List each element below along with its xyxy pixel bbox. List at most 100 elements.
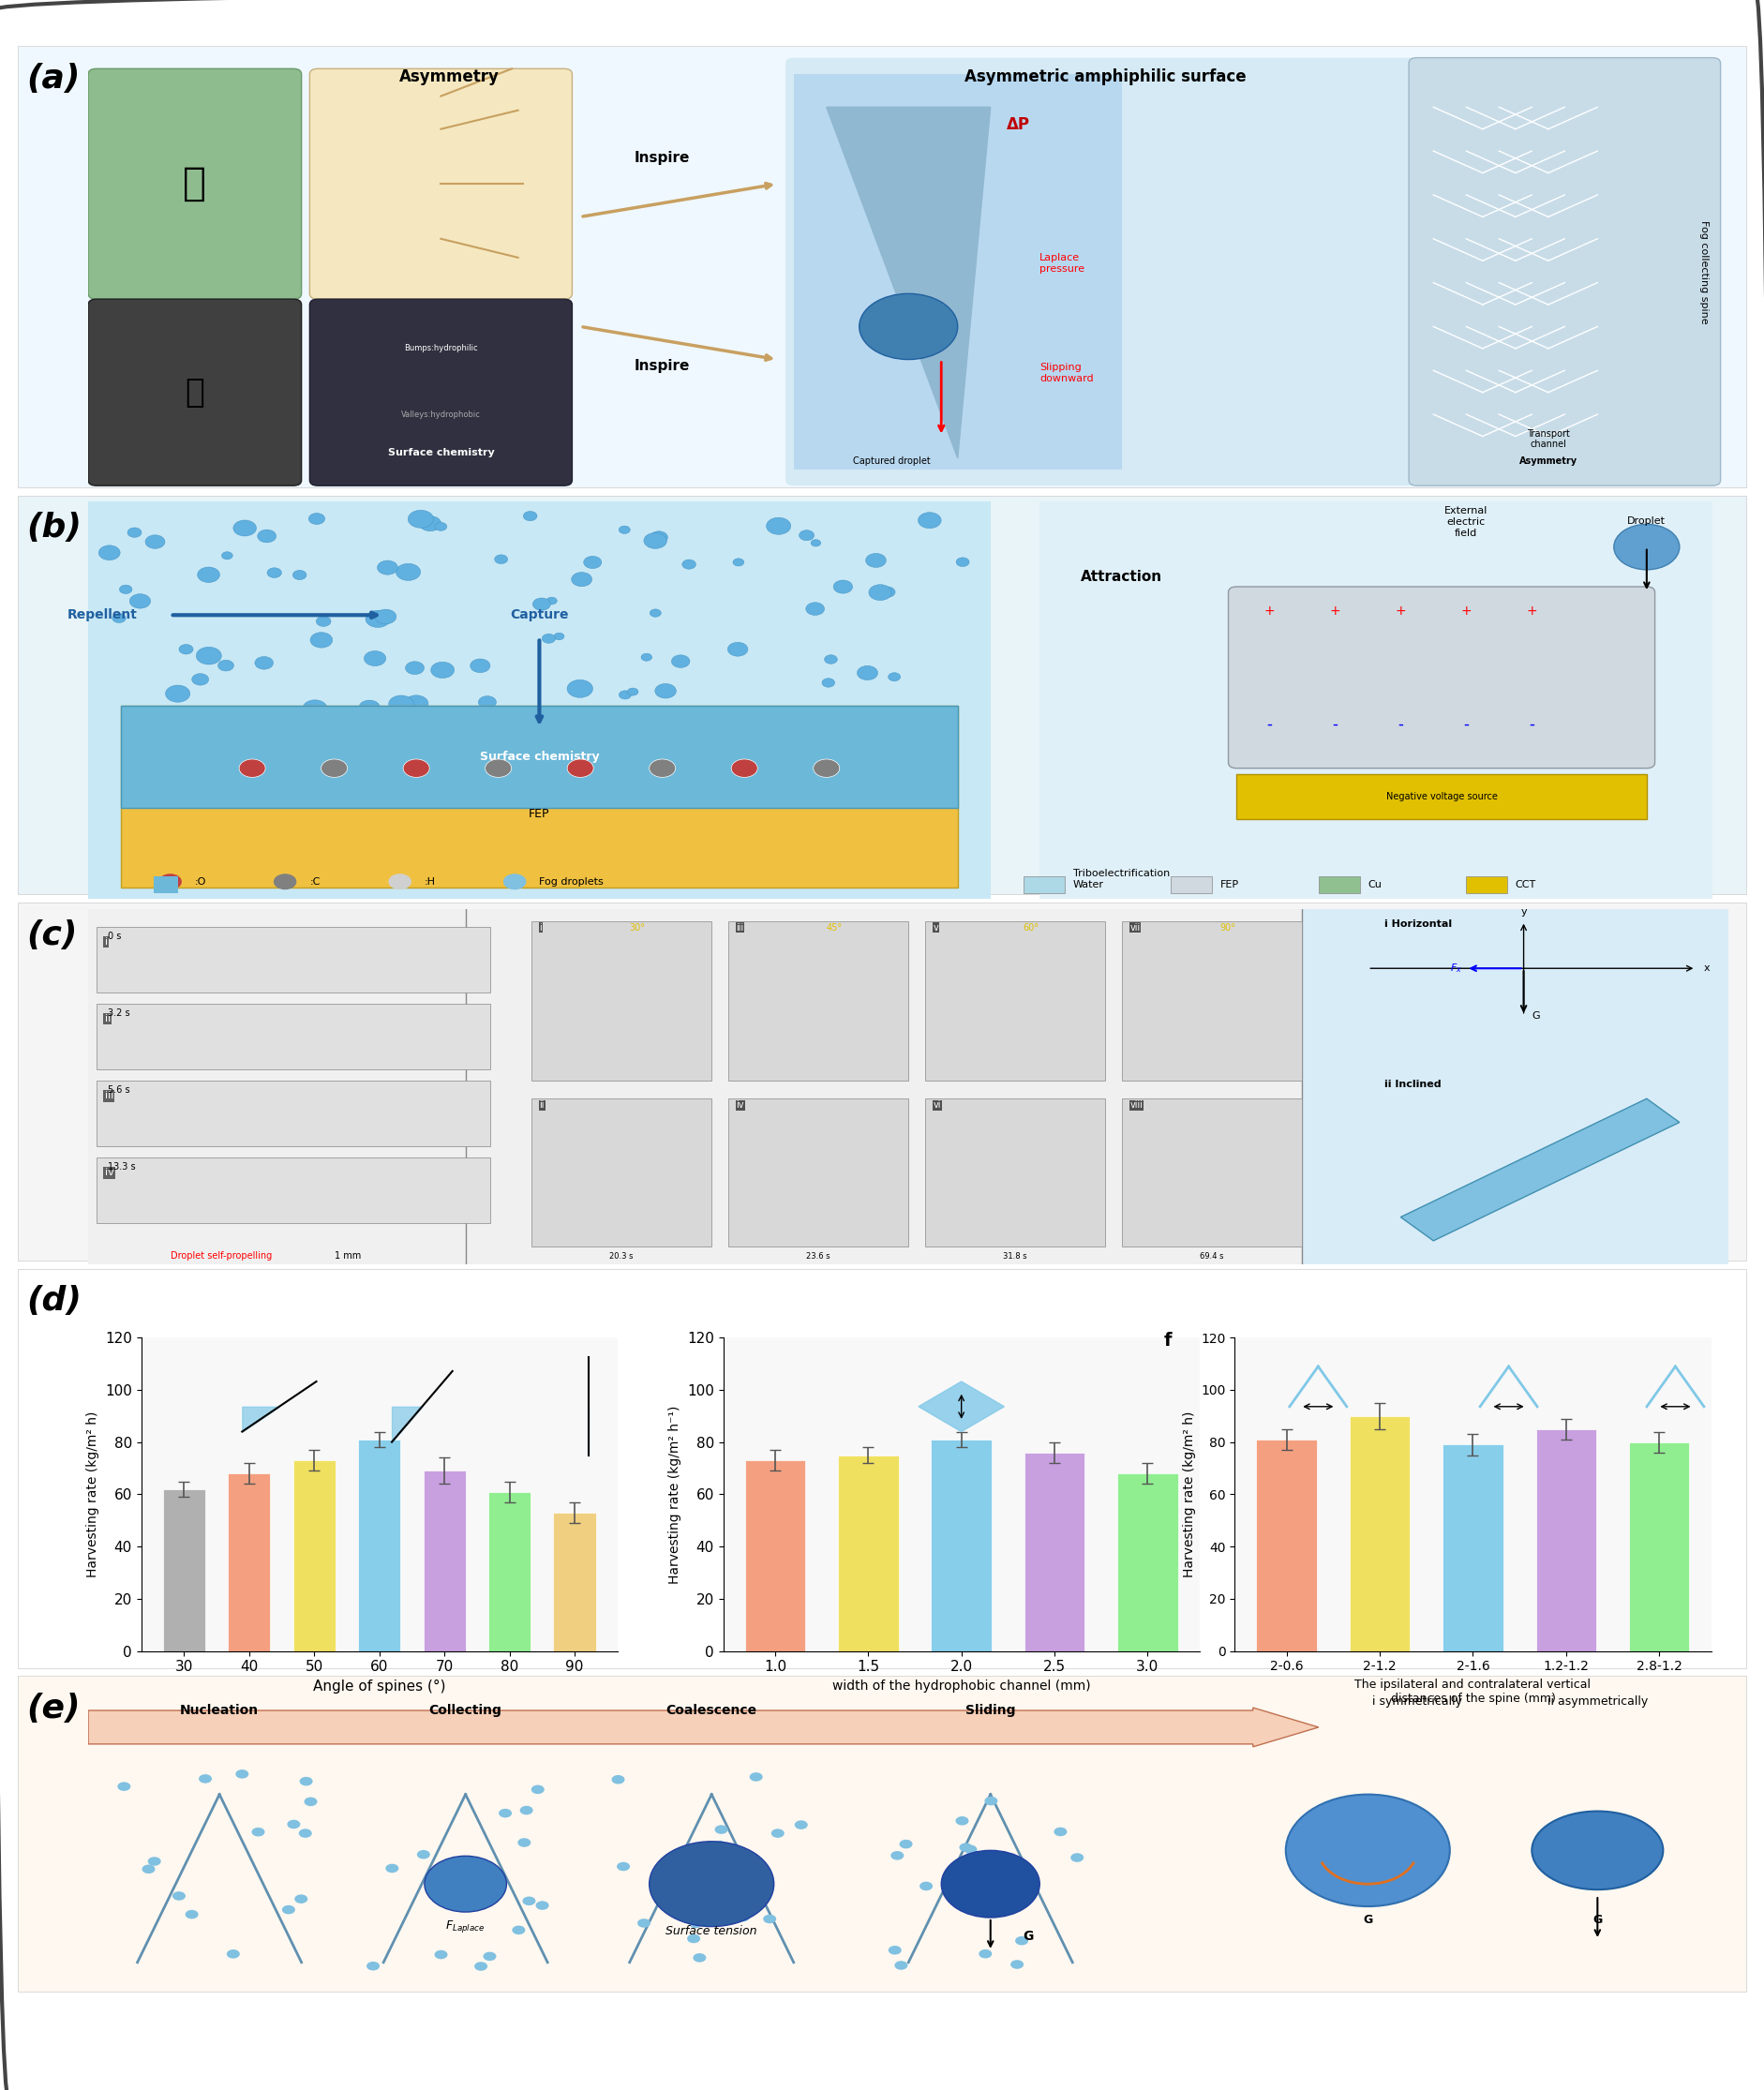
Text: Fog droplets: Fog droplets xyxy=(540,878,603,886)
Circle shape xyxy=(813,759,840,777)
Circle shape xyxy=(889,1946,901,1954)
FancyBboxPatch shape xyxy=(785,59,1540,485)
Circle shape xyxy=(766,518,790,535)
Text: Droplet self-propelling: Droplet self-propelling xyxy=(169,1252,272,1260)
Bar xyxy=(838,1455,898,1651)
Circle shape xyxy=(713,1841,727,1850)
Circle shape xyxy=(434,1950,448,1958)
Circle shape xyxy=(367,1963,379,1971)
Circle shape xyxy=(1011,1960,1023,1969)
Text: vii: vii xyxy=(1131,924,1141,932)
Circle shape xyxy=(404,696,429,713)
Text: $F_x$: $F_x$ xyxy=(1450,961,1462,974)
Bar xyxy=(1122,922,1302,1081)
Text: Inspire: Inspire xyxy=(635,150,690,165)
Circle shape xyxy=(303,700,326,717)
Text: Cu: Cu xyxy=(1367,880,1381,888)
Text: -: - xyxy=(1267,715,1272,732)
Circle shape xyxy=(542,633,556,644)
Circle shape xyxy=(236,1770,249,1779)
Circle shape xyxy=(288,1820,300,1829)
Text: Bumps:hydrophilic: Bumps:hydrophilic xyxy=(404,345,478,353)
Text: Surface chemistry: Surface chemistry xyxy=(388,447,494,458)
Text: Hydrophilic: Hydrophilic xyxy=(383,918,443,926)
Circle shape xyxy=(617,1862,630,1871)
Circle shape xyxy=(240,759,265,777)
Circle shape xyxy=(475,1963,487,1971)
Circle shape xyxy=(483,1952,496,1960)
Text: Coalescence: Coalescence xyxy=(667,1703,757,1718)
Circle shape xyxy=(376,610,397,625)
Circle shape xyxy=(690,1919,702,1929)
Bar xyxy=(729,1099,908,1246)
Text: 23.6 s: 23.6 s xyxy=(806,1252,831,1260)
Text: Asymmetry: Asymmetry xyxy=(399,69,499,86)
Circle shape xyxy=(894,1960,908,1971)
Circle shape xyxy=(960,1843,972,1852)
Text: FEP: FEP xyxy=(1221,880,1238,888)
Text: -: - xyxy=(1529,715,1535,732)
Circle shape xyxy=(612,1774,624,1785)
Circle shape xyxy=(859,295,958,359)
Text: (d): (d) xyxy=(26,1285,81,1317)
Circle shape xyxy=(309,514,325,525)
Text: Captured droplet: Captured droplet xyxy=(854,456,931,466)
Text: f: f xyxy=(1162,1331,1171,1350)
Circle shape xyxy=(120,585,132,594)
Text: G: G xyxy=(1593,1914,1602,1927)
Bar xyxy=(489,1492,531,1651)
Circle shape xyxy=(806,602,824,614)
Text: iv: iv xyxy=(736,1101,744,1110)
Circle shape xyxy=(866,554,886,568)
Circle shape xyxy=(799,531,815,541)
FancyBboxPatch shape xyxy=(310,299,572,485)
Bar xyxy=(162,1488,205,1651)
Text: viii: viii xyxy=(1131,1101,1143,1110)
Bar xyxy=(924,922,1106,1081)
Circle shape xyxy=(416,1850,430,1858)
Circle shape xyxy=(316,617,332,627)
Circle shape xyxy=(889,673,900,681)
Text: Droplet: Droplet xyxy=(1628,516,1665,527)
Circle shape xyxy=(386,1864,399,1873)
Circle shape xyxy=(568,759,593,777)
Circle shape xyxy=(406,660,423,675)
Y-axis label: Harvesting rate (kg/m² h⁻¹): Harvesting rate (kg/m² h⁻¹) xyxy=(669,1404,683,1584)
Circle shape xyxy=(626,723,637,731)
Text: ii: ii xyxy=(540,1101,545,1110)
Circle shape xyxy=(716,1845,729,1854)
Text: :C: :C xyxy=(310,878,321,886)
Text: +: + xyxy=(1461,604,1471,619)
Text: ii Inclined: ii Inclined xyxy=(1385,1078,1441,1089)
Bar xyxy=(1237,773,1648,819)
Circle shape xyxy=(185,1910,198,1919)
Circle shape xyxy=(533,598,550,610)
Bar xyxy=(1536,1430,1596,1651)
Text: 5.6 s: 5.6 s xyxy=(108,1085,131,1095)
Text: iv: iv xyxy=(104,1168,113,1177)
Circle shape xyxy=(520,1806,533,1814)
Circle shape xyxy=(478,696,496,709)
Circle shape xyxy=(303,1797,318,1806)
Text: 0 s: 0 s xyxy=(108,932,122,940)
Y-axis label: Harvesting rate (kg/m² h): Harvesting rate (kg/m² h) xyxy=(1182,1411,1196,1578)
Text: 69.4 s: 69.4 s xyxy=(1200,1252,1224,1260)
Circle shape xyxy=(833,581,852,594)
Circle shape xyxy=(388,874,411,890)
Circle shape xyxy=(572,573,593,587)
Text: 🪲: 🪲 xyxy=(185,376,205,408)
Circle shape xyxy=(956,558,968,566)
Circle shape xyxy=(166,686,191,702)
Circle shape xyxy=(113,614,125,623)
Text: Surface chemistry: Surface chemistry xyxy=(480,750,600,763)
Text: iii: iii xyxy=(104,1091,113,1101)
Circle shape xyxy=(628,688,639,696)
Y-axis label: Harvesting rate (kg/m² h): Harvesting rate (kg/m² h) xyxy=(86,1411,101,1578)
Circle shape xyxy=(649,608,662,617)
Bar xyxy=(97,926,490,993)
Bar xyxy=(531,1099,711,1246)
Text: Triboelectrification: Triboelectrification xyxy=(1073,869,1170,878)
Text: i: i xyxy=(540,924,542,932)
Text: Capture: Capture xyxy=(510,608,568,621)
Circle shape xyxy=(295,1894,307,1904)
